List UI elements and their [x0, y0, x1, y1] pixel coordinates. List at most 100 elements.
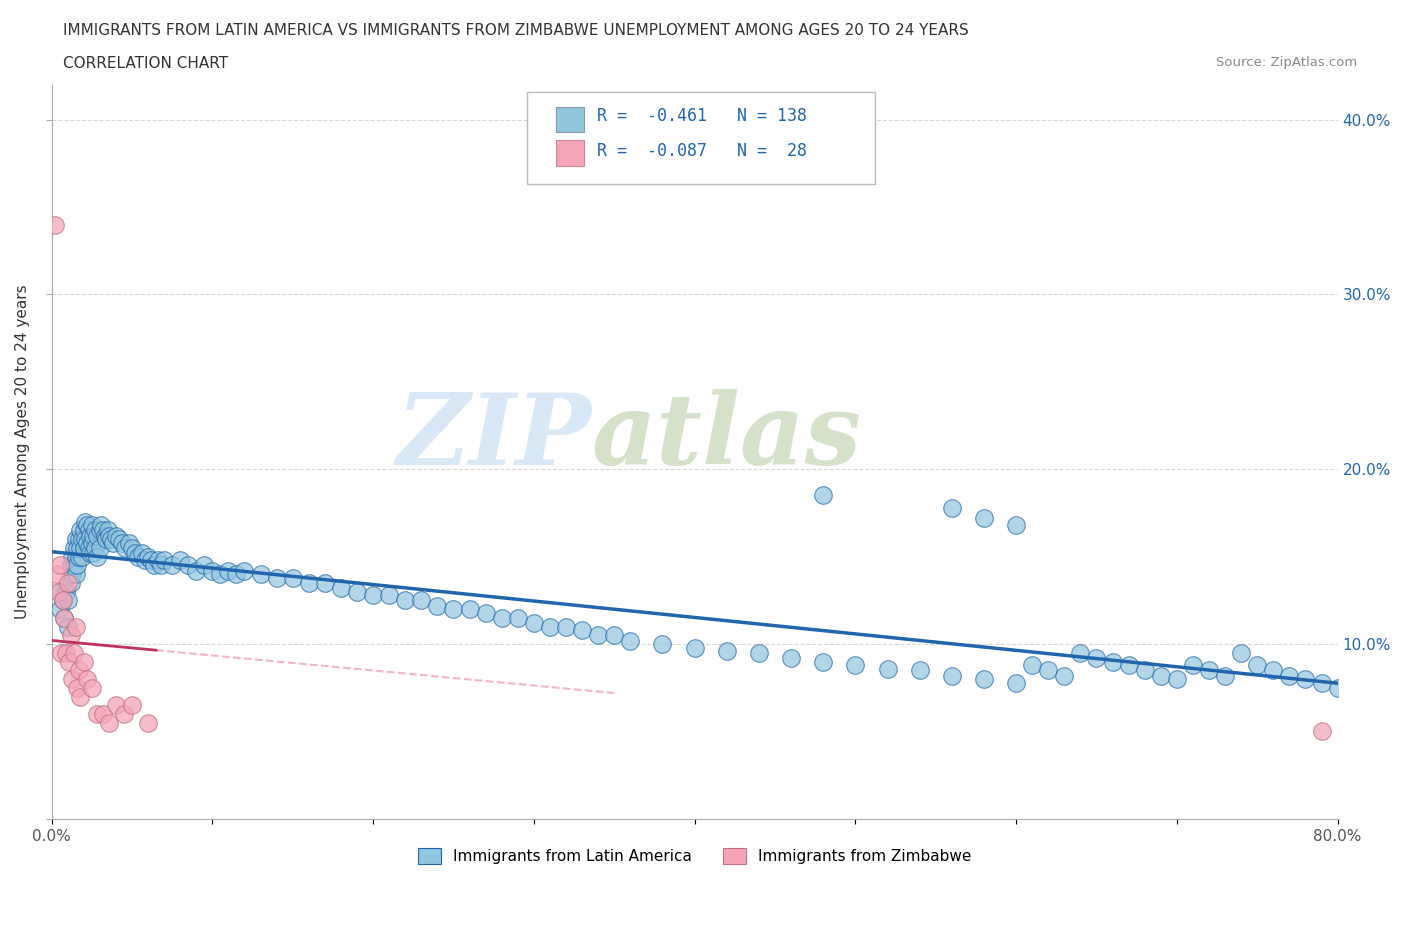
- Point: [571, 623, 593, 638]
- Point: [314, 576, 336, 591]
- Point: [1278, 668, 1301, 683]
- Point: [651, 637, 673, 652]
- Point: [65, 550, 87, 565]
- Point: [98, 528, 121, 543]
- Point: [86, 707, 108, 722]
- Point: [586, 628, 609, 643]
- Point: [1310, 675, 1333, 690]
- Point: [65, 532, 87, 547]
- Point: [98, 715, 121, 730]
- Point: [378, 588, 401, 603]
- Point: [62, 566, 84, 581]
- Point: [51, 645, 73, 660]
- Point: [1085, 651, 1108, 666]
- Point: [56, 593, 79, 608]
- Point: [62, 671, 84, 686]
- Point: [136, 550, 159, 565]
- Point: [97, 523, 120, 538]
- Point: [1150, 668, 1173, 683]
- Point: [1166, 671, 1188, 686]
- Point: [1246, 658, 1268, 672]
- Point: [298, 576, 321, 591]
- Point: [55, 645, 77, 660]
- FancyBboxPatch shape: [527, 92, 875, 184]
- Point: [266, 570, 288, 585]
- Point: [619, 633, 641, 648]
- Point: [186, 564, 208, 578]
- Point: [62, 550, 84, 565]
- Point: [84, 523, 107, 538]
- Point: [86, 550, 108, 565]
- Text: ZIP: ZIP: [396, 389, 592, 485]
- Point: [63, 558, 86, 573]
- Point: [91, 707, 114, 722]
- Point: [121, 540, 143, 555]
- Point: [90, 518, 112, 533]
- Point: [136, 715, 159, 730]
- Y-axis label: Unemployment Among Ages 20 to 24 years: Unemployment Among Ages 20 to 24 years: [15, 285, 30, 619]
- Point: [82, 546, 104, 561]
- Point: [1295, 671, 1317, 686]
- Point: [52, 593, 75, 608]
- Point: [603, 628, 626, 643]
- Point: [66, 540, 89, 555]
- Point: [91, 523, 114, 538]
- Point: [491, 610, 513, 625]
- Point: [75, 514, 97, 529]
- Point: [134, 552, 156, 567]
- Point: [209, 566, 232, 581]
- Point: [201, 564, 224, 578]
- Point: [48, 602, 70, 617]
- Point: [73, 523, 96, 538]
- Point: [96, 532, 118, 547]
- Point: [249, 566, 271, 581]
- Point: [46, 584, 69, 599]
- Point: [70, 532, 93, 547]
- Point: [941, 668, 963, 683]
- Point: [76, 518, 98, 533]
- Point: [149, 558, 172, 573]
- Point: [70, 550, 93, 565]
- Point: [458, 602, 481, 617]
- Text: Source: ZipAtlas.com: Source: ZipAtlas.com: [1216, 56, 1357, 69]
- Point: [48, 558, 70, 573]
- Text: IMMIGRANTS FROM LATIN AMERICA VS IMMIGRANTS FROM ZIMBABWE UNEMPLOYMENT AMONG AGE: IMMIGRANTS FROM LATIN AMERICA VS IMMIGRA…: [63, 23, 969, 38]
- Point: [973, 511, 995, 525]
- Point: [79, 528, 101, 543]
- Point: [111, 536, 134, 551]
- Point: [79, 546, 101, 561]
- Point: [131, 546, 153, 561]
- Point: [811, 654, 834, 669]
- Point: [1133, 663, 1156, 678]
- Point: [443, 602, 465, 617]
- Point: [1326, 681, 1348, 696]
- Point: [76, 536, 98, 551]
- Point: [65, 619, 87, 634]
- Point: [1213, 668, 1236, 683]
- Point: [683, 640, 706, 655]
- Point: [160, 558, 183, 573]
- Point: [908, 663, 931, 678]
- Point: [941, 500, 963, 515]
- Point: [1005, 675, 1028, 690]
- Point: [124, 546, 146, 561]
- Point: [104, 698, 127, 712]
- Point: [73, 540, 96, 555]
- Point: [67, 550, 90, 565]
- Point: [118, 536, 141, 551]
- Point: [973, 671, 995, 686]
- Point: [177, 558, 200, 573]
- Point: [329, 580, 352, 595]
- Point: [67, 663, 90, 678]
- Point: [143, 558, 166, 573]
- Point: [426, 598, 449, 613]
- Point: [53, 610, 76, 625]
- Point: [506, 610, 529, 625]
- Point: [474, 605, 496, 620]
- Point: [66, 681, 89, 696]
- Point: [114, 540, 136, 555]
- Point: [1021, 658, 1043, 672]
- Point: [1005, 518, 1028, 533]
- Point: [394, 593, 416, 608]
- Point: [73, 654, 96, 669]
